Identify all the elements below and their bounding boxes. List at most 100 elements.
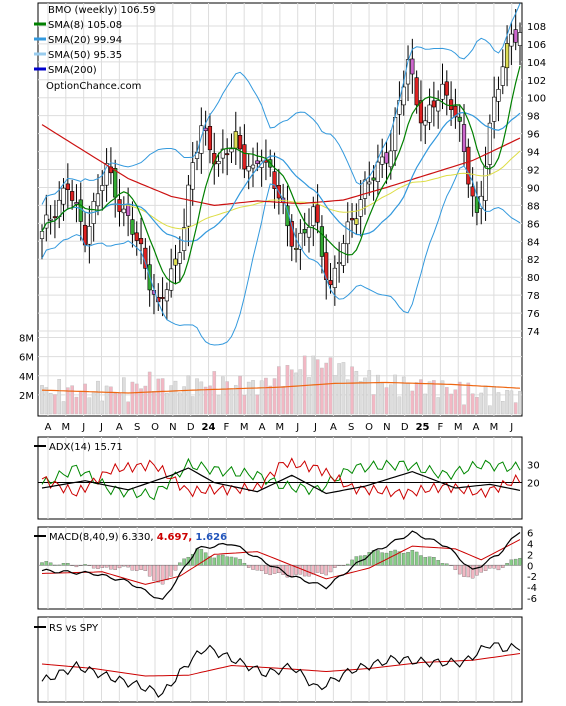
x-tick-label: M	[454, 422, 463, 433]
x-tick-label: N	[169, 422, 176, 433]
macd-histogram-bar	[100, 565, 105, 568]
volume-bar	[333, 375, 337, 415]
candle-body	[345, 221, 350, 245]
volume-bar	[139, 388, 143, 415]
macd-histogram-bar	[109, 565, 113, 570]
candle-body	[121, 208, 126, 214]
minus-di-line	[41, 457, 521, 501]
volume-bar	[492, 385, 496, 415]
macd-histogram-bar	[225, 556, 229, 566]
volume-bar	[475, 396, 479, 415]
volume-bar	[427, 381, 432, 415]
macd-histogram-bar	[87, 565, 92, 566]
candle-body	[319, 226, 325, 257]
sma-8-line	[41, 65, 521, 285]
macd-histogram-bar	[285, 565, 290, 578]
macd-histogram-bar	[462, 565, 466, 577]
candle-body	[487, 122, 492, 165]
volume-bar	[53, 394, 57, 415]
x-tick-label: M	[490, 422, 499, 433]
macd-histogram-bar	[242, 562, 247, 566]
volume-bar	[315, 359, 320, 415]
candle-body	[293, 247, 299, 250]
macd-histogram-bar	[79, 565, 83, 566]
volume-bar	[457, 381, 462, 415]
sma-200-line	[41, 124, 521, 207]
volume-bar	[449, 393, 453, 415]
macd-histogram-bar	[488, 565, 492, 569]
macd-histogram-bar	[96, 565, 100, 569]
x-tick-label: J	[99, 422, 103, 433]
volume-bar	[328, 357, 333, 415]
macd-histogram-bar	[122, 565, 126, 567]
x-tick-label: M	[240, 422, 249, 433]
macd-histogram-bar	[393, 549, 397, 566]
candle-body	[362, 179, 368, 199]
candle-body	[186, 184, 191, 227]
volume-bar	[376, 374, 380, 415]
candle-body	[509, 33, 514, 47]
volume-bar	[70, 385, 74, 415]
candle-body	[207, 126, 213, 151]
candle-body	[444, 81, 449, 96]
volume-bar	[354, 371, 359, 415]
volume-bar	[337, 363, 341, 415]
macd-histogram-bar	[380, 552, 384, 566]
macd-histogram-bar	[48, 562, 53, 566]
x-tick-label: A	[45, 422, 52, 433]
macd-histogram-bar	[83, 564, 87, 566]
macd-histogram-bar	[264, 565, 268, 574]
macd-histogram-bar	[453, 565, 458, 570]
volume-bar	[251, 380, 255, 415]
candle-body	[177, 252, 182, 264]
candle-body	[375, 161, 380, 182]
volume-bar	[104, 385, 109, 415]
volume-bar	[208, 385, 212, 415]
candle-body	[513, 29, 518, 43]
volume-bar	[268, 385, 273, 415]
candle-body	[113, 168, 118, 198]
volume-bar	[242, 395, 247, 415]
rs-line	[41, 642, 521, 698]
candle-body	[39, 231, 45, 239]
volume-bar	[216, 395, 221, 415]
volume-bar	[66, 387, 70, 415]
macd-histogram-bar	[182, 558, 186, 566]
indicator-lines	[38, 3, 522, 698]
volume-bar	[147, 371, 152, 415]
macd-histogram-bar	[70, 565, 74, 566]
x-tick-label: O	[151, 422, 159, 433]
candle-body	[418, 100, 424, 124]
candle-body	[453, 105, 458, 118]
macd-histogram-bar	[156, 565, 161, 583]
macd-histogram-bar	[126, 565, 130, 568]
candle-body	[272, 171, 277, 189]
volume-bar	[83, 383, 87, 415]
candle-body	[169, 268, 174, 291]
x-tick-label: J	[313, 422, 317, 433]
macd-histogram-bar	[320, 565, 324, 574]
price-tick-label: 82	[527, 255, 540, 266]
volume-bar	[113, 393, 118, 415]
volume-bar	[156, 378, 161, 415]
price-tick-label: 92	[527, 166, 540, 177]
macd-histogram-bar	[354, 556, 359, 566]
volume-bar	[285, 365, 290, 415]
macd-histogram-bar	[501, 565, 505, 568]
plus-di-line	[41, 457, 521, 501]
candle-body	[160, 297, 165, 299]
candle-body	[496, 89, 501, 102]
volume-bar	[134, 383, 139, 415]
volume-bar	[225, 381, 229, 415]
macd-histogram-bar	[165, 565, 169, 581]
macd-histogram-bar	[376, 550, 380, 566]
volume-bar	[393, 374, 397, 415]
macd-histogram-bar	[401, 553, 406, 566]
candle-body	[397, 100, 402, 115]
volume-bar	[432, 380, 436, 415]
price-tick-label: 84	[527, 237, 540, 248]
sma-20-line	[41, 111, 521, 242]
volume-bar	[57, 379, 62, 415]
candle-body	[358, 199, 363, 217]
candle-body	[341, 243, 346, 266]
